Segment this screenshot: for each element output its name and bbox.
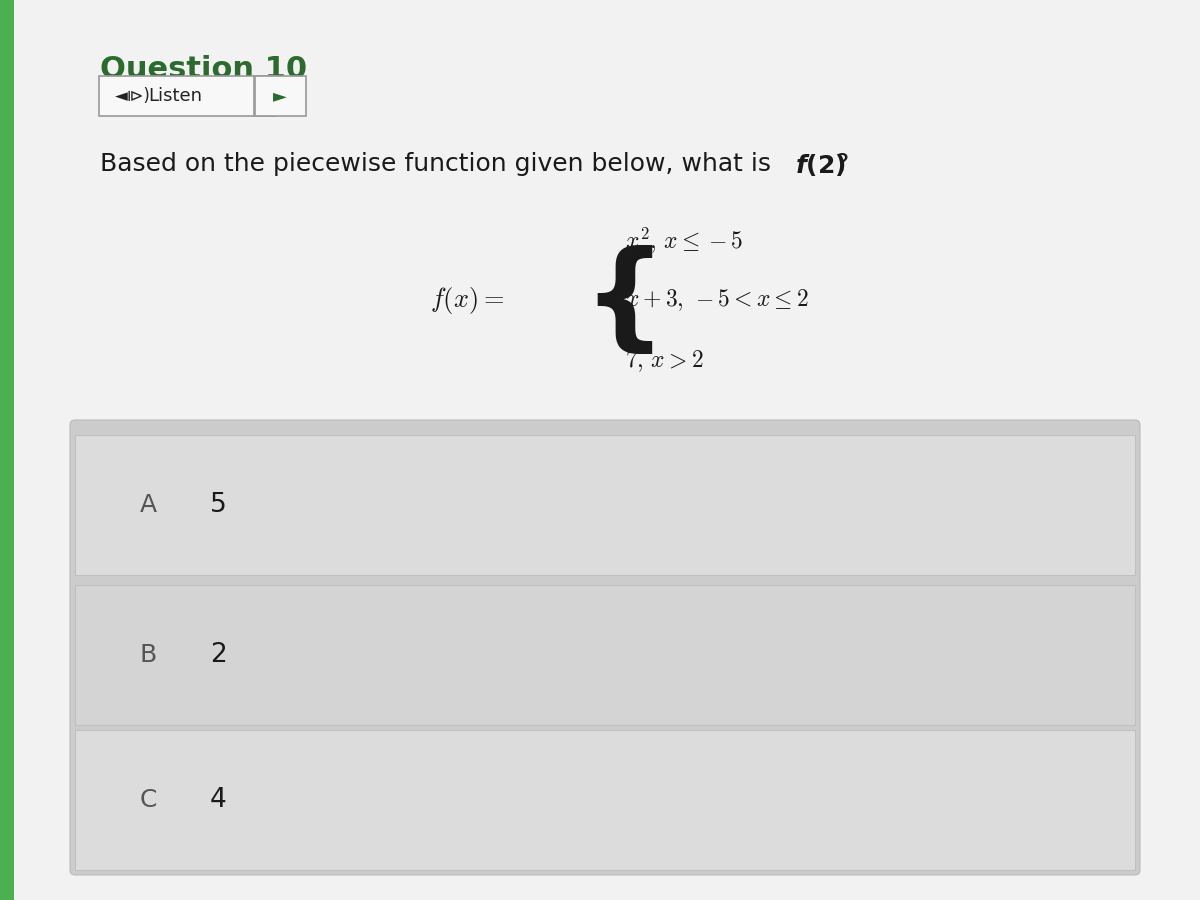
Text: B: B <box>140 643 157 667</box>
Text: $x + 3, \, -5 < x \leq 2$: $x + 3, \, -5 < x \leq 2$ <box>625 287 809 313</box>
Text: ?: ? <box>835 152 848 176</box>
Text: {: { <box>582 245 666 359</box>
Text: Based on the piecewise function given below, what is: Based on the piecewise function given be… <box>100 152 779 176</box>
Text: 4: 4 <box>210 787 227 813</box>
Text: $\bar{7}, \, x > 2$: $\bar{7}, \, x > 2$ <box>625 346 703 374</box>
Bar <box>74 435 1135 575</box>
Text: $\bfit{f}$$\mathbf{(2)}$: $\bfit{f}$$\mathbf{(2)}$ <box>796 152 846 178</box>
Text: Listen: Listen <box>148 87 202 105</box>
Text: 5: 5 <box>210 492 227 518</box>
Bar <box>74 730 1135 870</box>
Text: $f(x) =$: $f(x) =$ <box>430 284 504 316</box>
Bar <box>74 585 1135 725</box>
Text: Question 10: Question 10 <box>100 55 307 84</box>
FancyBboxPatch shape <box>70 420 1140 875</box>
Text: ►: ► <box>274 87 287 105</box>
FancyBboxPatch shape <box>254 76 306 116</box>
Bar <box>0 0 14 900</box>
Text: C: C <box>140 788 157 812</box>
Text: 2: 2 <box>210 642 227 668</box>
Text: A: A <box>140 493 157 517</box>
Text: ◄⧐): ◄⧐) <box>115 87 151 105</box>
FancyBboxPatch shape <box>98 76 276 116</box>
Text: $x^2, \, x \leq -5$: $x^2, \, x \leq -5$ <box>625 225 743 255</box>
